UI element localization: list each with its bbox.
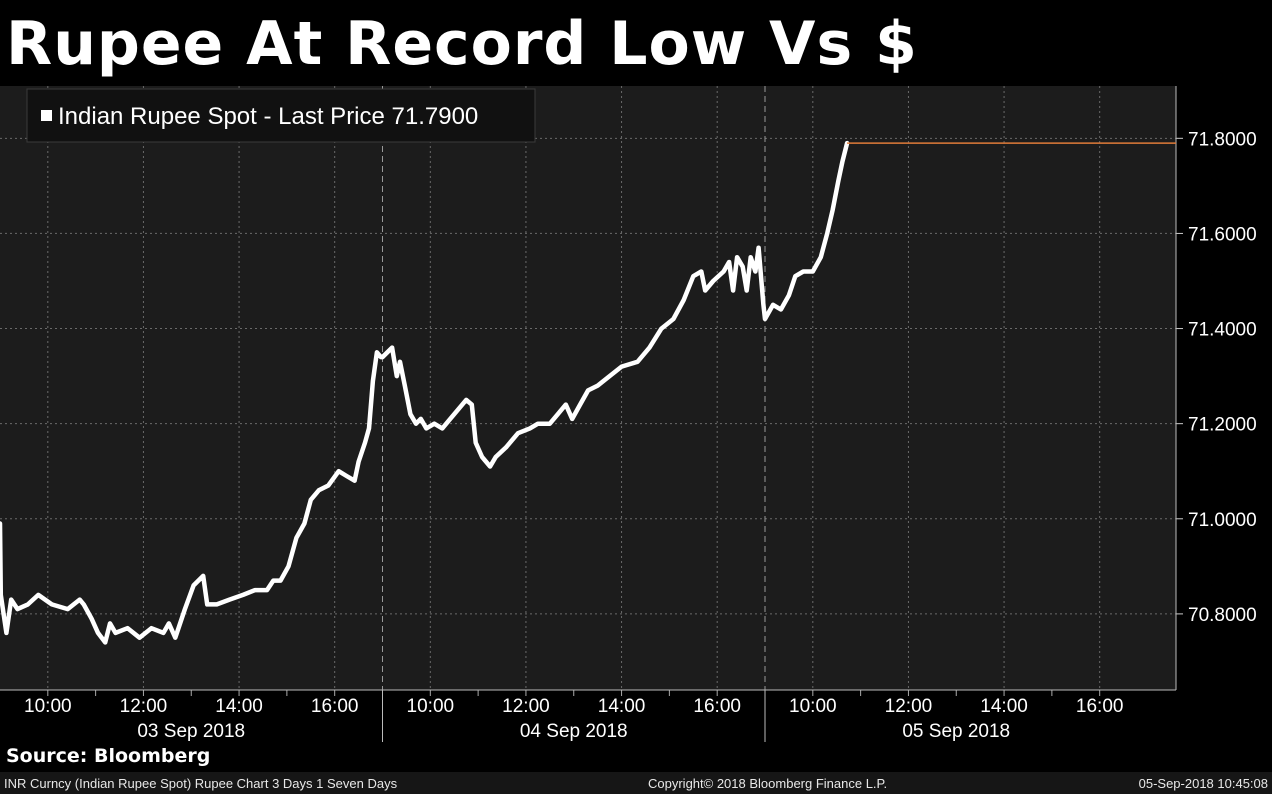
x-tick-label: 10:00 [789,696,837,717]
y-tick-label: 71.4000 [1188,320,1257,341]
x-tick-label: 14:00 [980,696,1028,717]
series-line-indian-rupee-spot [0,140,850,645]
day-label: 04 Sep 2018 [520,721,628,742]
day-label: 03 Sep 2018 [137,721,245,742]
x-tick-label: 12:00 [120,696,168,717]
footer-copyright: Copyright© 2018 Bloomberg Finance L.P. [648,776,888,791]
footer-ticker-description: INR Curncy (Indian Rupee Spot) Rupee Cha… [4,776,398,791]
x-tick-label: 14:00 [598,696,646,717]
y-tick-label: 71.8000 [1188,129,1257,150]
x-tick-label: 12:00 [502,696,550,717]
x-tick-label: 16:00 [1076,696,1124,717]
page-title: Rupee At Record Low Vs $ [6,9,918,79]
x-tick-label: 10:00 [24,696,72,717]
footer-bar: INR Curncy (Indian Rupee Spot) Rupee Cha… [0,772,1272,794]
source-label: Source: Bloomberg [6,745,211,767]
y-tick-label: 71.2000 [1188,415,1257,436]
y-tick-label: 71.0000 [1188,510,1257,531]
legend-swatch [41,110,52,121]
y-tick-label: 71.6000 [1188,224,1257,245]
footer-timestamp: 05-Sep-2018 10:45:08 [1138,776,1268,791]
day-label: 05 Sep 2018 [902,721,1010,742]
x-tick-label: 10:00 [407,696,455,717]
x-tick-label: 16:00 [693,696,741,717]
legend-box [26,88,536,143]
legend-label: Indian Rupee Spot - Last Price 71.7900 [58,103,478,130]
x-tick-label: 14:00 [215,696,263,717]
x-tick-label: 12:00 [885,696,933,717]
x-tick-label: 16:00 [311,696,359,717]
y-tick-label: 70.8000 [1188,605,1257,626]
